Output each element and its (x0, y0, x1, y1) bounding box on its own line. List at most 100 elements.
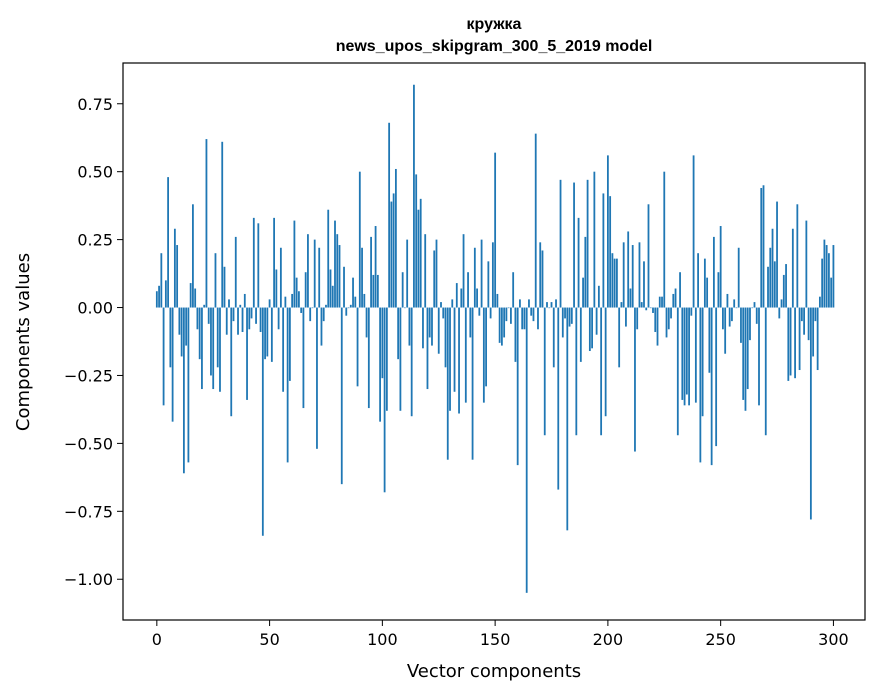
bar (791, 228, 794, 308)
bar (216, 307, 219, 368)
y-axis-label: Components values (13, 253, 34, 431)
bar (796, 204, 799, 308)
bar (286, 307, 289, 463)
bar (712, 236, 715, 308)
bar (570, 307, 573, 324)
bar (291, 293, 294, 308)
bar (394, 168, 397, 308)
bar (381, 307, 384, 379)
y-tick-label: 0.25 (77, 231, 113, 250)
bar (812, 307, 815, 357)
bar (742, 307, 745, 400)
bar (681, 307, 684, 400)
bar (688, 307, 690, 406)
bar (196, 307, 199, 330)
bar (210, 307, 212, 376)
bar (158, 285, 160, 308)
bar (255, 307, 257, 324)
bar (408, 307, 411, 346)
bar (645, 307, 648, 311)
bar (548, 307, 551, 309)
bar (435, 239, 438, 308)
bar (232, 307, 235, 322)
bar (489, 307, 492, 319)
bar (415, 174, 418, 308)
bar (410, 307, 413, 417)
y-tick-label: 0.75 (77, 95, 113, 114)
y-tick-label: −0.25 (64, 366, 113, 385)
bar (426, 307, 429, 390)
bar (171, 307, 174, 422)
bar (579, 307, 582, 362)
bar (313, 239, 316, 308)
bar (266, 307, 269, 357)
bar (726, 293, 729, 308)
bar (690, 307, 693, 316)
bar (237, 307, 239, 335)
bar (449, 307, 451, 411)
bar (638, 242, 641, 308)
bar (428, 307, 431, 338)
bar (494, 152, 497, 308)
bar (789, 307, 792, 376)
bar (397, 307, 400, 360)
bar (277, 307, 280, 330)
bar (744, 307, 747, 411)
bar (575, 307, 578, 436)
bar (708, 307, 711, 373)
bar (485, 307, 487, 387)
bar (679, 272, 681, 308)
x-axis-label: Vector components (407, 661, 581, 682)
bar (805, 220, 808, 308)
bar (491, 242, 494, 308)
bar (176, 245, 179, 308)
bar (613, 258, 616, 308)
bar (458, 307, 460, 414)
bar (338, 245, 341, 308)
x-tick-label: 100 (367, 630, 398, 649)
bar (462, 234, 465, 308)
bar (225, 307, 228, 335)
bar (776, 201, 778, 308)
bar (401, 272, 404, 308)
bar (374, 226, 377, 308)
bar (737, 247, 740, 308)
bar (618, 307, 621, 368)
bar (234, 236, 237, 308)
bar (731, 307, 733, 322)
bar (715, 307, 718, 447)
bar (480, 239, 483, 308)
bar (516, 307, 519, 466)
bar (717, 272, 720, 308)
bar (440, 302, 442, 308)
bar (710, 307, 713, 466)
bar (347, 307, 350, 309)
bar (476, 288, 478, 308)
bar (318, 247, 321, 308)
bar (640, 302, 643, 308)
bar (561, 307, 564, 338)
bar (214, 253, 217, 308)
bar (828, 253, 830, 308)
bar (505, 307, 508, 322)
bar (514, 307, 517, 362)
bar (582, 277, 584, 308)
y-axis-ticks: 0.75 0.50 0.25 0.00 −0.25 −0.50 −0.75 −1.00 (64, 95, 123, 589)
bar (223, 266, 226, 308)
bar (735, 307, 738, 309)
bar (537, 307, 539, 330)
bar (830, 277, 833, 308)
bar (370, 236, 372, 308)
bar (162, 307, 165, 406)
bar (273, 217, 275, 308)
bar (755, 307, 758, 324)
bar (329, 269, 332, 308)
bar (541, 250, 544, 308)
bar (568, 307, 571, 327)
bar (327, 209, 330, 308)
bar (821, 258, 824, 308)
bar (221, 141, 224, 308)
bar (300, 307, 303, 313)
bar (800, 307, 803, 322)
